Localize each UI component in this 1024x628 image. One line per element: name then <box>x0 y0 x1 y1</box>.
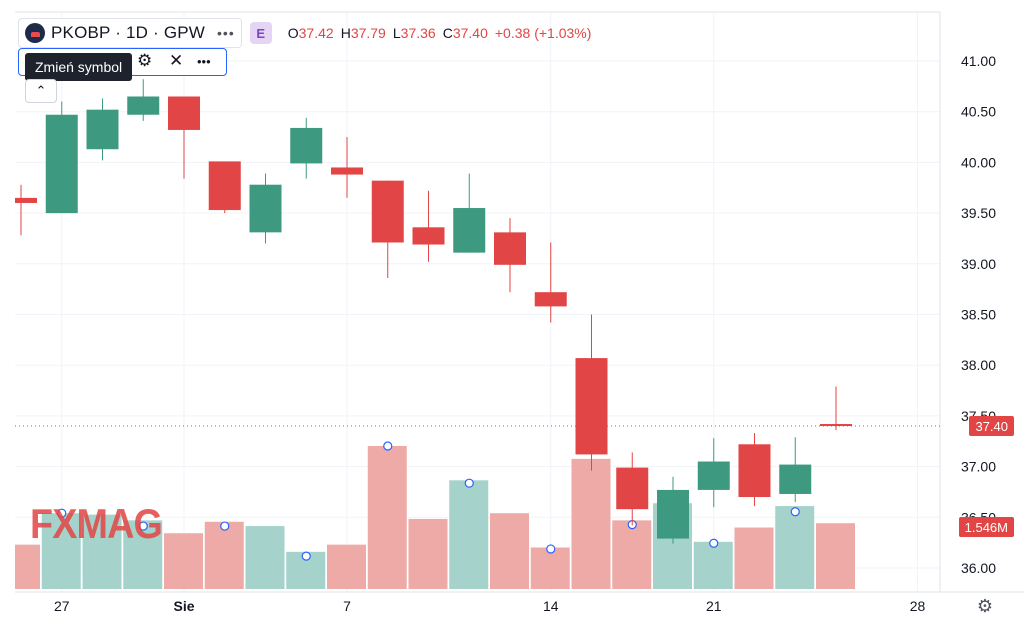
y-tick-label: 38.00 <box>961 357 996 373</box>
volume-bar <box>490 513 529 589</box>
candle-body <box>657 489 689 539</box>
y-tick-label: 36.00 <box>961 560 996 576</box>
volume-bar <box>15 544 40 589</box>
symbol-selector[interactable]: PKOBP · 1D · GPW ••• <box>18 18 242 48</box>
gear-icon[interactable]: ⚙ <box>137 51 153 70</box>
candle-body <box>738 444 771 498</box>
volume-bar <box>612 520 652 589</box>
ohlc-close-value: 37.40 <box>452 25 488 41</box>
volume-marker <box>301 551 311 561</box>
volume-bar <box>816 523 855 589</box>
y-tick-label: 39.00 <box>961 256 996 272</box>
symbol-logo-icon <box>25 23 45 43</box>
ohlc-high-value: 37.79 <box>350 25 386 41</box>
chart-header: PKOBP · 1D · GPW ••• E O37.42 H37.79 L37… <box>18 18 591 48</box>
candle-body <box>127 96 160 115</box>
volume-bar <box>204 521 244 589</box>
volume-bar <box>571 458 611 589</box>
change-symbol-tooltip: Zmień symbol <box>25 53 133 81</box>
last-price-tag: 37.40 <box>969 416 1014 436</box>
volume-bar <box>449 480 489 589</box>
chevron-up-icon[interactable]: ⌃ <box>25 79 57 103</box>
volume-bar <box>775 506 815 589</box>
y-tick-label: 40.50 <box>961 104 996 120</box>
volume-marker <box>790 507 800 517</box>
ohlc-high-label: H <box>340 25 351 41</box>
candle-body <box>331 167 363 175</box>
candle-body <box>249 184 282 233</box>
y-tick-label: 41.00 <box>961 53 996 69</box>
ohlc-close-label: C <box>442 25 453 41</box>
candle-body <box>453 208 486 253</box>
symbol-label: PKOBP · 1D · GPW <box>51 23 206 42</box>
volume-bar <box>327 544 366 589</box>
more-dots-icon[interactable]: ••• <box>197 54 211 69</box>
candle-body <box>534 292 567 307</box>
y-tick-label: 37.00 <box>961 459 996 475</box>
close-icon[interactable]: ✕ <box>169 51 184 70</box>
candle-body <box>208 161 241 211</box>
volume-bar <box>693 541 733 589</box>
earnings-badge[interactable]: E <box>249 22 272 44</box>
candle-body <box>616 467 649 510</box>
y-tick-label: 40.00 <box>961 154 996 170</box>
x-tick-label: 21 <box>706 598 722 614</box>
volume-bar <box>245 526 285 589</box>
candle-body <box>45 114 78 214</box>
volume-marker <box>464 478 474 488</box>
candle-body <box>371 180 404 243</box>
volume-bar <box>734 527 774 589</box>
candle-body <box>697 461 730 490</box>
candle-body <box>412 227 445 245</box>
volume-bar <box>164 533 203 589</box>
fxmag-watermark: FXMAG <box>30 500 163 547</box>
ohlc-low-label: L <box>392 25 401 41</box>
candle-body <box>779 464 812 494</box>
volume-marker <box>546 544 556 554</box>
x-tick-label: 14 <box>543 598 559 614</box>
x-tick-label: Sie <box>173 598 194 614</box>
volume-bar <box>82 514 122 589</box>
ohlc-readout: O37.42 H37.79 L37.36 C37.40 +0.38 (+1.03… <box>288 25 592 41</box>
candle-body <box>494 232 526 265</box>
candle-body <box>15 197 37 203</box>
volume-marker <box>57 508 67 518</box>
volume-marker <box>220 521 230 531</box>
x-tick-label: 28 <box>910 598 926 614</box>
y-tick-label: 39.50 <box>961 205 996 221</box>
x-tick-label: 7 <box>343 598 351 614</box>
volume-marker <box>138 521 148 531</box>
volume-marker <box>709 538 719 548</box>
volume-tag: 1.546M <box>958 517 1014 537</box>
candle-body <box>820 424 852 427</box>
ohlc-open-value: 37.42 <box>298 25 334 41</box>
volume-marker <box>383 441 393 451</box>
ohlc-change: +0.38 (+1.03%) <box>494 25 592 41</box>
volume-bar <box>408 518 448 589</box>
x-tick-label: 27 <box>54 598 70 614</box>
volume-bar <box>367 446 407 589</box>
ohlc-open-label: O <box>287 25 299 41</box>
more-dots-icon[interactable]: ••• <box>217 25 235 41</box>
candle-body <box>168 96 200 130</box>
candle-body <box>86 109 119 150</box>
ohlc-low-value: 37.36 <box>400 25 436 41</box>
volume-bar <box>41 513 81 589</box>
chart-settings-icon[interactable]: ⚙ <box>976 596 994 616</box>
volume-bar <box>530 547 570 589</box>
candle-body <box>290 127 323 164</box>
y-tick-label: 38.50 <box>961 307 996 323</box>
candle-body <box>575 358 608 455</box>
volume-bar <box>123 520 163 589</box>
